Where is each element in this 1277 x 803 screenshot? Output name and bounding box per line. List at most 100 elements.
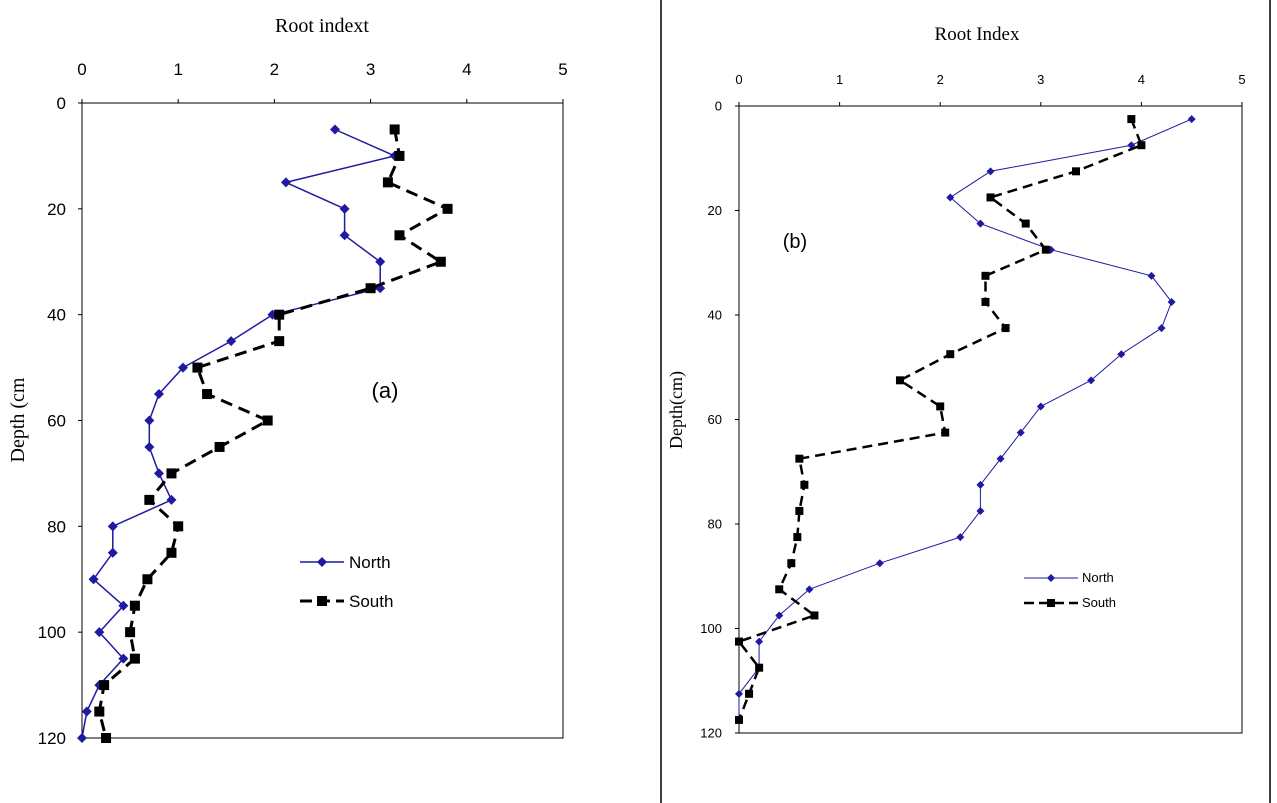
north-point-diamond-icon — [339, 203, 350, 214]
x-tick-label: 2 — [270, 60, 279, 79]
north-series-line — [738, 118, 1192, 720]
x-tick-label: 5 — [1238, 72, 1245, 87]
north-point-diamond-icon — [946, 193, 955, 202]
x-tick-label: 0 — [735, 72, 742, 87]
south-point-square-icon — [142, 574, 153, 585]
south-point-square-icon — [981, 271, 990, 280]
legend-a: North South — [300, 553, 393, 611]
y-tick-label: 80 — [708, 517, 722, 532]
south-point-square-icon — [389, 124, 400, 135]
north-point-diamond-icon — [107, 547, 118, 558]
north-point-diamond-icon — [735, 689, 743, 698]
south-point-square-icon — [274, 309, 285, 320]
south-point-square-icon — [1072, 167, 1081, 176]
north-point-diamond-icon — [805, 585, 814, 594]
south-point-square-icon — [1137, 141, 1146, 150]
south-point-square-icon — [166, 547, 177, 558]
north-point-diamond-icon — [1087, 376, 1096, 385]
north-point-diamond-icon — [1167, 297, 1176, 306]
south-point-square-icon — [129, 653, 140, 664]
north-point-diamond-icon — [77, 733, 87, 743]
south-point-square-icon — [946, 350, 955, 359]
south-point-square-icon — [800, 480, 809, 489]
south-point-square-icon — [173, 521, 184, 532]
y-tick-label: 40 — [47, 306, 66, 325]
north-point-diamond-icon — [94, 627, 105, 638]
north-point-diamond-icon — [875, 559, 884, 568]
south-point-square-icon — [394, 230, 405, 241]
legend-b: North South — [1024, 570, 1116, 610]
x-tick-label: 4 — [1138, 72, 1145, 87]
north-point-diamond-icon — [986, 167, 995, 176]
south-point-square-icon — [795, 454, 804, 463]
x-tick-label: 3 — [366, 60, 375, 79]
y-tick-label: 120 — [38, 729, 66, 748]
legend-north-diamond-icon-b — [1047, 574, 1055, 582]
south-point-square-icon — [1001, 324, 1010, 333]
south-point-square-icon — [442, 203, 453, 214]
y-axis-label-a: Depth (cm — [7, 377, 29, 462]
north-point-diamond-icon — [1016, 428, 1025, 437]
north-point-diamond-icon — [144, 441, 155, 452]
x-axis-label-b: Root Index — [935, 24, 1020, 45]
south-point-square-icon — [810, 611, 819, 620]
legend-north-label-a: North — [349, 553, 391, 572]
y-tick-label: 100 — [700, 621, 722, 636]
south-point-square-icon — [745, 689, 754, 698]
x-tick-label: 3 — [1037, 72, 1044, 87]
north-point-diamond-icon — [996, 454, 1005, 463]
north-point-diamond-icon — [280, 177, 291, 188]
south-point-square-icon — [202, 389, 213, 400]
south-point-square-icon — [435, 256, 446, 267]
x-tick-label: 4 — [462, 60, 471, 79]
south-point-square-icon — [775, 585, 784, 594]
y-tick-label: 20 — [708, 203, 722, 218]
south-point-square-icon — [262, 415, 273, 426]
y-tick-label: 80 — [47, 517, 66, 536]
south-point-square-icon — [735, 715, 743, 724]
north-point-diamond-icon — [1147, 271, 1156, 280]
north-point-diamond-icon — [976, 480, 985, 489]
x-tick-label: 1 — [173, 60, 182, 79]
south-point-square-icon — [382, 177, 393, 188]
south-point-square-icon — [981, 297, 990, 306]
south-point-square-icon — [941, 428, 950, 437]
y-tick-label: 0 — [57, 94, 66, 113]
north-point-diamond-icon — [1187, 115, 1196, 124]
y-tick-label: 0 — [715, 99, 722, 114]
north-point-diamond-icon — [375, 256, 386, 267]
south-point-square-icon — [755, 663, 764, 672]
chart-panel-b: Root Index Depth(cm) (b) 0 1 2 3 4 5 0 20 40 60 80… — [666, 24, 1246, 741]
south-series-line — [737, 118, 1143, 721]
y-tick-label: 120 — [700, 726, 722, 741]
south-series-line — [97, 129, 450, 739]
north-point-diamond-icon — [775, 611, 784, 620]
south-point-square-icon — [365, 283, 376, 294]
y-tick-label: 20 — [47, 200, 66, 219]
north-point-diamond-icon — [118, 653, 129, 664]
south-point-square-icon — [1041, 245, 1050, 254]
series-group-b — [735, 115, 1196, 724]
north-point-diamond-icon — [976, 506, 985, 515]
y-tick-label: 60 — [47, 411, 66, 430]
north-point-diamond-icon — [88, 574, 99, 585]
y-axis-label-b: Depth(cm) — [666, 371, 687, 449]
north-point-diamond-icon — [144, 415, 155, 426]
south-point-square-icon — [735, 637, 743, 646]
legend-south-label-a: South — [349, 592, 393, 611]
south-point-square-icon — [1127, 115, 1136, 124]
south-point-square-icon — [895, 376, 904, 385]
north-point-diamond-icon — [153, 468, 164, 479]
y-tick-label: 60 — [708, 412, 722, 427]
north-point-diamond-icon — [178, 362, 189, 373]
tick-labels-b: 0 1 2 3 4 5 0 20 40 60 80 100 120 — [700, 72, 1245, 741]
south-point-square-icon — [192, 362, 203, 373]
y-tick-label: 100 — [38, 623, 66, 642]
south-point-square-icon — [986, 193, 995, 202]
legend-north-label-b: North — [1082, 570, 1114, 585]
legend-south-label-b: South — [1082, 595, 1116, 610]
north-series-line — [81, 128, 396, 739]
north-point-diamond-icon — [976, 219, 985, 228]
legend-north-diamond-icon-a — [317, 557, 327, 567]
south-point-square-icon — [795, 506, 804, 515]
